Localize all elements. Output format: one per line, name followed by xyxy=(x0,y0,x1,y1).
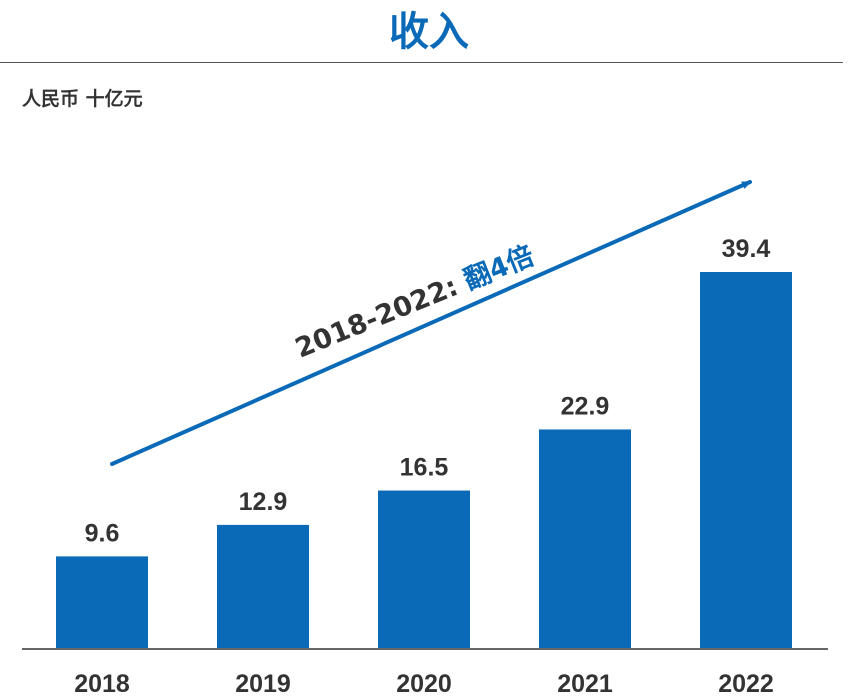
unit-label: 人民币 十亿元 xyxy=(22,88,143,110)
value-label-2019: 12.9 xyxy=(239,488,288,516)
value-label-2018: 9.6 xyxy=(85,519,120,547)
value-label-2020: 16.5 xyxy=(400,454,449,482)
category-label-2019: 2019 xyxy=(235,670,291,698)
labels-layer: 9.6 2018 12.9 2019 16.5 2020 22.9 2021 39.4 2022 xyxy=(74,235,774,698)
bar-2021 xyxy=(539,429,631,648)
category-label-2021: 2021 xyxy=(557,670,613,698)
category-label-2018: 2018 xyxy=(74,670,130,698)
growth-annotation: 2018-2022: 翻4倍 xyxy=(291,239,539,364)
category-label-2022: 2022 xyxy=(718,670,774,698)
bar-2019 xyxy=(217,524,309,648)
bars-layer xyxy=(56,272,792,648)
title-divider xyxy=(0,62,843,63)
growth-trend-arrow xyxy=(110,180,752,466)
category-label-2020: 2020 xyxy=(396,670,452,698)
chart-title: 收入 xyxy=(389,9,469,55)
value-label-2022: 39.4 xyxy=(722,235,771,263)
bar-2018 xyxy=(56,556,148,648)
growth-annotation-multiple: 翻4倍 xyxy=(459,239,538,296)
bar-2020 xyxy=(378,490,470,648)
bar-2022 xyxy=(700,272,792,648)
value-label-2021: 22.9 xyxy=(561,392,610,420)
